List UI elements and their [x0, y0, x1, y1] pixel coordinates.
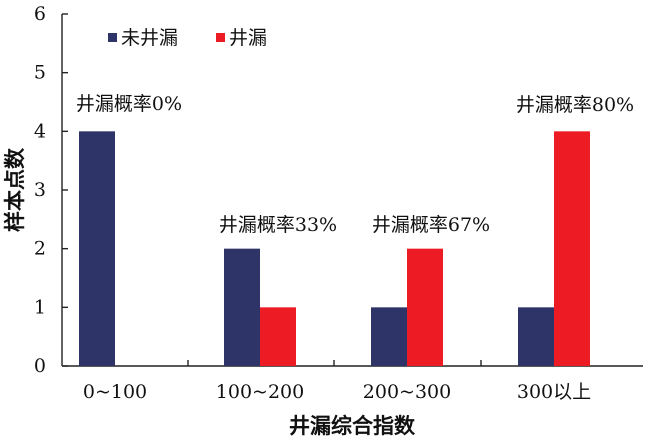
bar-no-leak — [224, 248, 260, 366]
legend-label-leak: 井漏 — [229, 27, 267, 49]
legend-label-no-leak: 未井漏 — [121, 27, 178, 49]
x-tick-label: 100~200 — [216, 381, 304, 403]
bar-leak — [260, 307, 296, 366]
y-tick-label: 4 — [34, 120, 46, 142]
bar-no-leak — [518, 307, 554, 366]
y-tick-label: 6 — [34, 3, 46, 25]
y-tick-label: 0 — [34, 355, 46, 377]
bar-leak — [407, 248, 443, 366]
y-tick-label: 1 — [34, 296, 46, 318]
legend-swatch-leak — [216, 33, 225, 42]
y-axis-title: 样本点数 — [2, 147, 27, 232]
bar-annotation: 井漏概率67% — [372, 214, 490, 236]
x-tick-label: 200~300 — [363, 381, 451, 403]
x-axis-title: 井漏综合指数 — [289, 413, 416, 438]
bar-leak — [554, 131, 590, 366]
bar-annotation: 井漏概率80% — [516, 94, 634, 116]
y-tick-label: 3 — [34, 179, 46, 201]
x-tick-label: 0~100 — [83, 381, 147, 403]
y-tick-label: 2 — [34, 238, 46, 260]
legend-swatch-no-leak — [108, 33, 117, 42]
y-tick-label: 5 — [34, 62, 46, 84]
bar-annotation: 井漏概率0% — [76, 93, 182, 115]
x-tick-label: 300以上 — [517, 381, 591, 403]
bar-annotation: 井漏概率33% — [219, 214, 337, 236]
bar-no-leak — [371, 307, 407, 366]
bar-no-leak — [79, 131, 115, 366]
